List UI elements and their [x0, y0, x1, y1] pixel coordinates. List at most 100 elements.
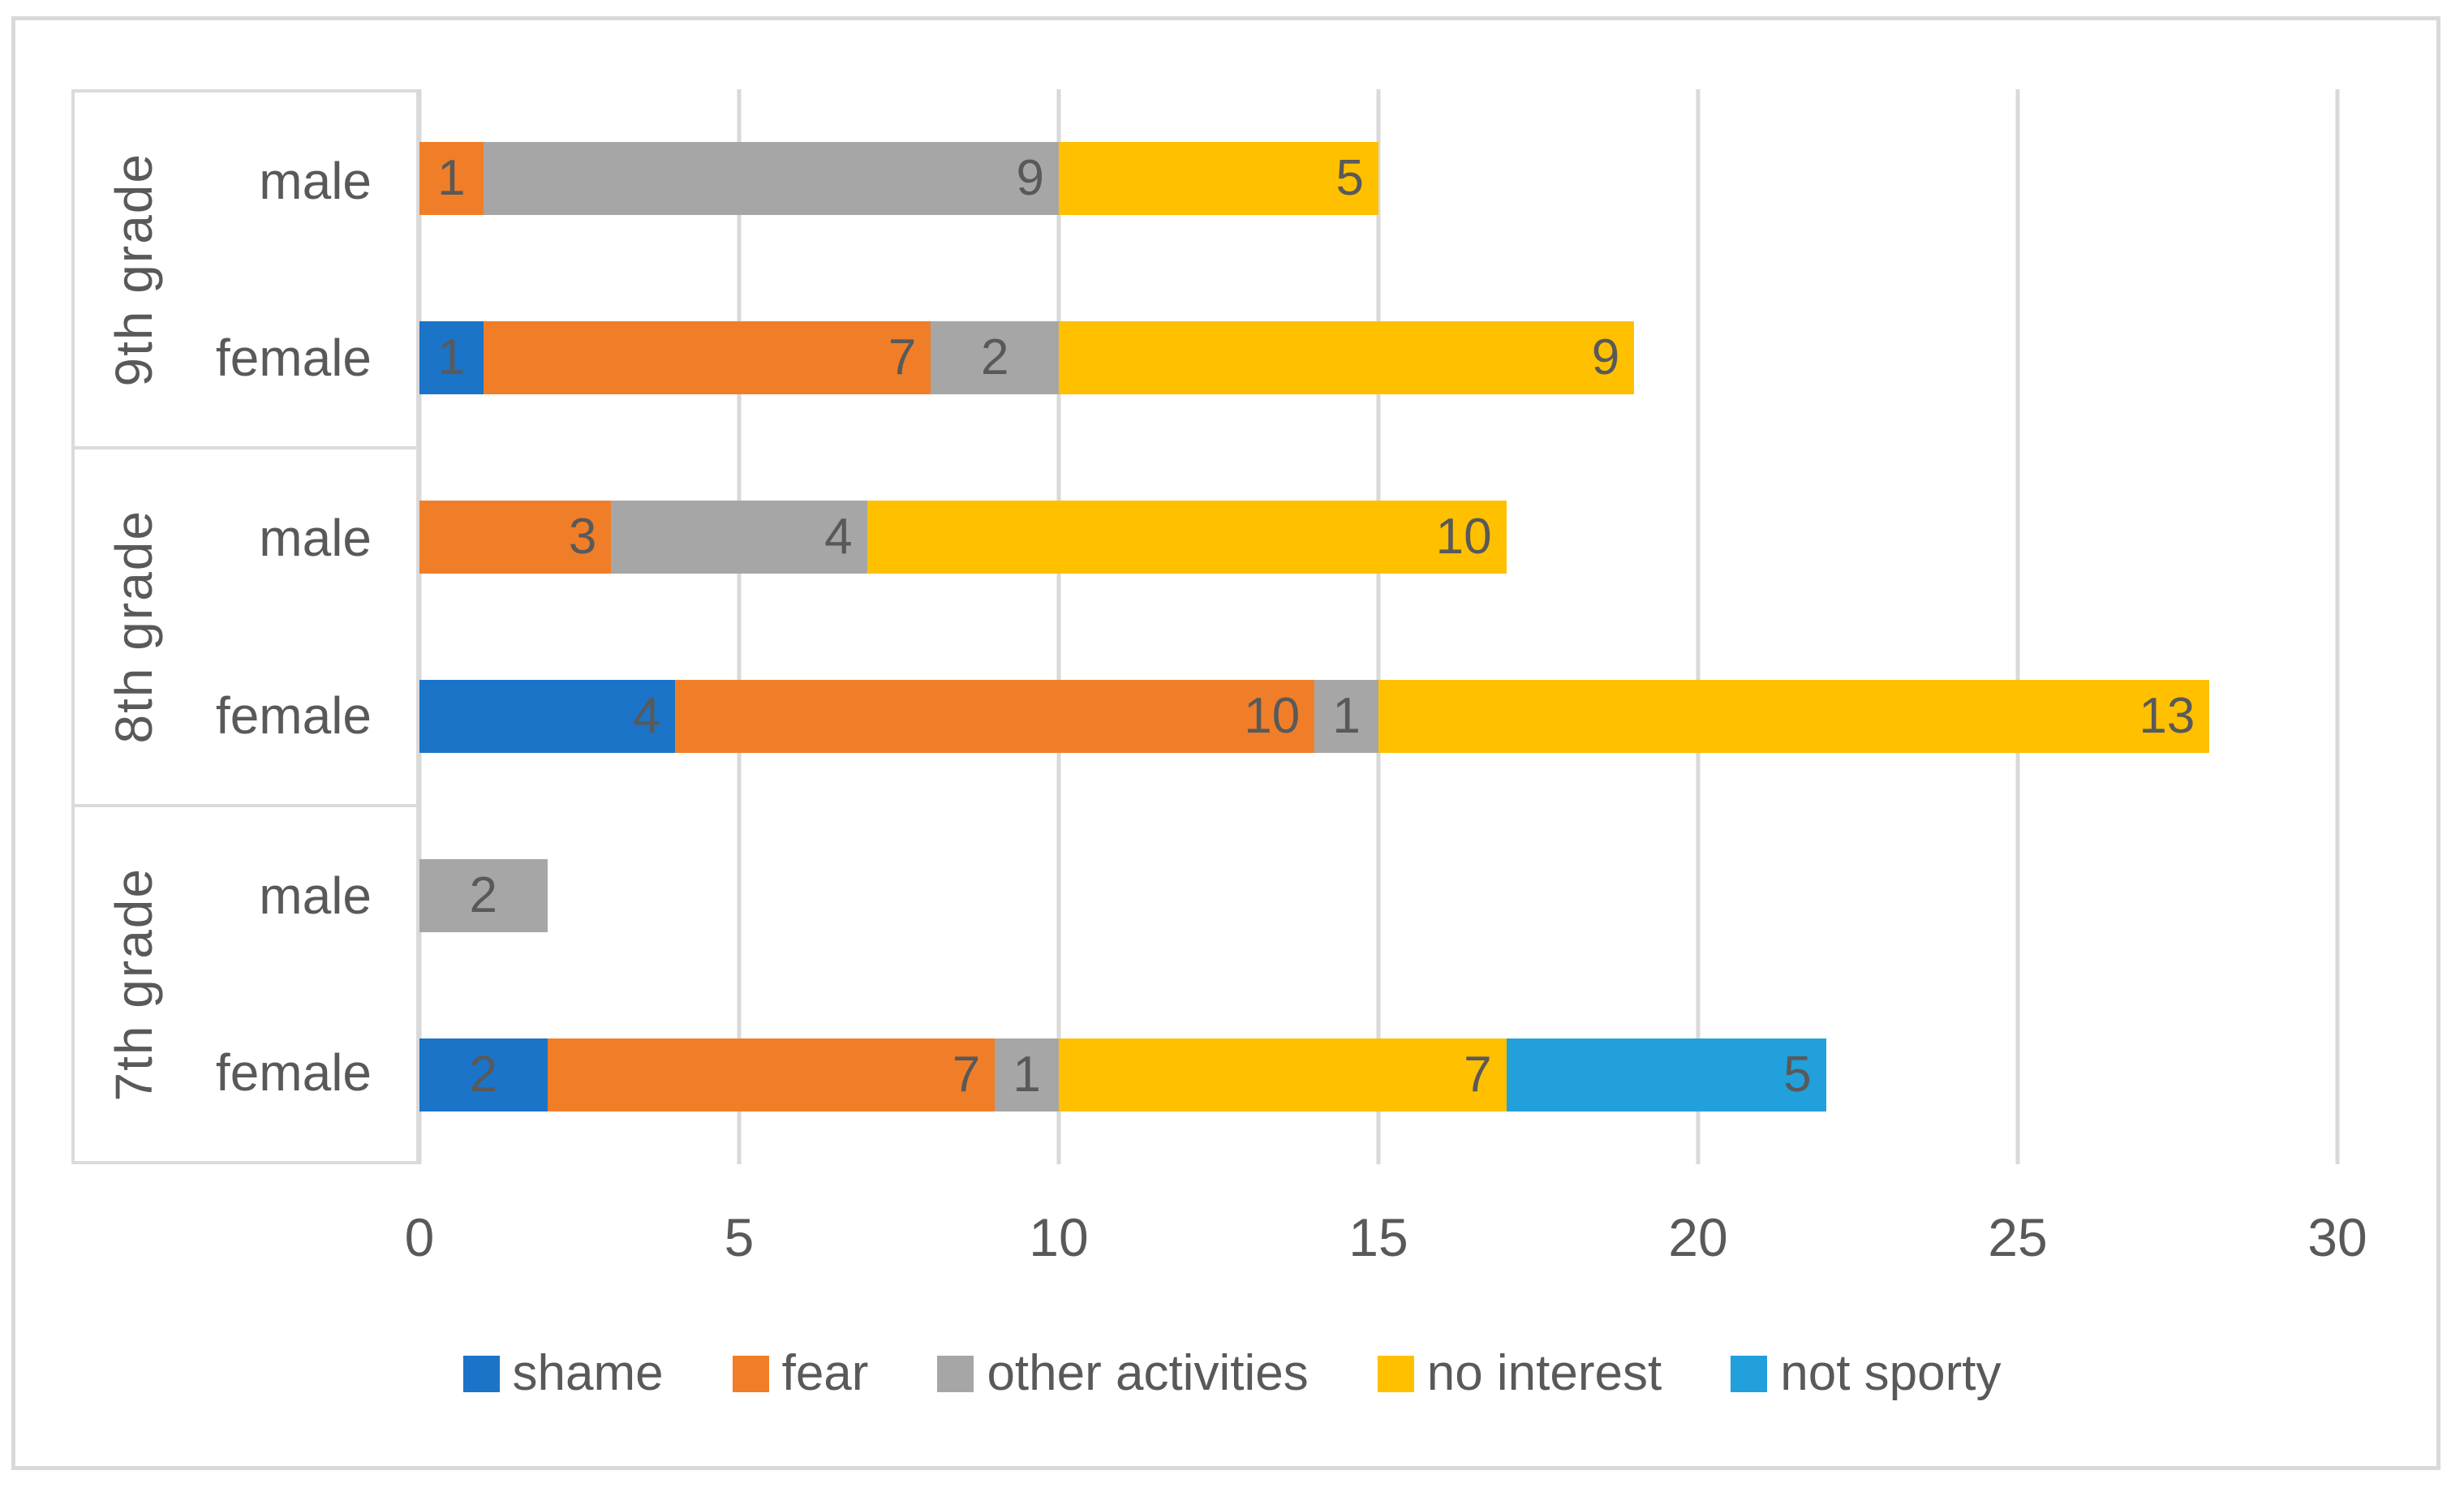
- grade-label: 7th grade: [104, 866, 163, 1102]
- grade-group: 9th grade male female: [75, 92, 416, 450]
- bar-segment-shame: 4: [419, 679, 676, 753]
- gridline: [2335, 89, 2340, 1164]
- stacked-bar: 3 4 10: [419, 501, 2337, 574]
- category-label-male: male: [259, 866, 372, 925]
- bar-row: 4 10 1 13: [419, 626, 2337, 806]
- bar-segment-no-interest: 5: [1058, 142, 1378, 216]
- grade-label: 9th grade: [104, 152, 163, 387]
- legend-item-other-activities: other activities: [937, 1345, 1309, 1401]
- x-tick-label: 25: [1988, 1207, 2048, 1267]
- x-axis: 0 5 10 15 20 25 30: [405, 1207, 2367, 1275]
- bar-segment-other-activities: 4: [611, 501, 867, 574]
- gridline: [1376, 89, 1381, 1164]
- bar-segment-fear: 3: [419, 501, 612, 574]
- stacked-bar: 1 9 5: [419, 142, 2337, 216]
- bar-segment-shame: 1: [419, 321, 484, 395]
- grade-label: 8th grade: [104, 510, 163, 744]
- legend-label: fear: [781, 1345, 869, 1401]
- x-tick-label: 0: [404, 1207, 435, 1267]
- data-label: 1: [1013, 1046, 1041, 1103]
- data-label: 7: [888, 329, 917, 386]
- gridline: [2015, 89, 2020, 1164]
- bar-row: 2: [419, 806, 2337, 985]
- category-label-female: female: [215, 329, 372, 388]
- grade-group: 8th grade male female: [75, 449, 416, 807]
- bar-segment-shame: 2: [419, 1038, 548, 1111]
- x-tick-label: 15: [1348, 1207, 1408, 1267]
- legend-swatch-no-interest: [1377, 1355, 1414, 1392]
- x-tick-label: 10: [1029, 1207, 1089, 1267]
- bar-segment-fear: 7: [547, 1038, 995, 1111]
- bar-segment-no-interest: 9: [1058, 321, 1635, 395]
- bar-segment-other-activities: 9: [483, 142, 1059, 216]
- legend-swatch-fear: [732, 1355, 769, 1392]
- legend-item-shame: shame: [462, 1345, 664, 1401]
- data-label: 5: [1335, 150, 1364, 207]
- data-label: 10: [1435, 509, 1492, 565]
- bar-segment-other-activities: 1: [995, 1038, 1059, 1111]
- category-axis-panel: 9th grade male female 8th grade male female 7t…: [71, 89, 419, 1164]
- bar-segment-other-activities: 2: [931, 321, 1059, 395]
- bar-segment-other-activities: 1: [1314, 679, 1378, 753]
- legend-label: other activities: [987, 1345, 1309, 1401]
- bar-row: 3 4 10: [419, 448, 2337, 627]
- gridline: [1056, 89, 1061, 1164]
- plot-area: 1 9 5 1 7 2 9 3 4 10 4 10 1 13 2 2 7 1 7 5: [417, 89, 2340, 1164]
- gender-rows: male female: [192, 807, 416, 1161]
- stacked-bar: 4 10 1 13: [419, 679, 2337, 753]
- category-label-male: male: [259, 509, 372, 568]
- category-label-female: female: [215, 1043, 372, 1102]
- data-label: 2: [469, 1046, 498, 1103]
- data-label: 13: [2139, 687, 2195, 744]
- grade-label-cell: 7th grade: [75, 807, 192, 1161]
- category-label-female: female: [215, 686, 372, 745]
- data-label: 2: [469, 866, 498, 923]
- bar-segment-no-interest: 7: [1058, 1038, 1507, 1111]
- data-label: 1: [437, 329, 466, 386]
- legend-swatch-not-sporty: [1731, 1355, 1768, 1392]
- grade-group: 7th grade male female: [75, 807, 416, 1161]
- legend-item-not-sporty: not sporty: [1731, 1348, 2001, 1399]
- bar-segment-not-sporty: 5: [1506, 1038, 1826, 1111]
- bar-segment-no-interest: 13: [1378, 679, 2210, 753]
- bar-segment-fear: 10: [675, 679, 1315, 753]
- bar-row: 1 9 5: [419, 89, 2337, 269]
- legend-item-fear: fear: [732, 1345, 869, 1401]
- data-label: 1: [437, 150, 466, 207]
- gridline: [1696, 89, 1701, 1164]
- legend-label: not sporty: [1780, 1345, 2002, 1401]
- gender-rows: male female: [192, 449, 416, 803]
- grade-label-cell: 9th grade: [75, 92, 192, 446]
- gridline: [737, 89, 742, 1164]
- bar-segment-fear: 7: [483, 321, 931, 395]
- data-label: 5: [1783, 1046, 1812, 1103]
- data-label: 1: [1332, 687, 1361, 744]
- grade-label-cell: 8th grade: [75, 449, 192, 803]
- y-axis-line: [417, 89, 422, 1164]
- stacked-bar: 2: [419, 858, 2337, 932]
- bar-segment-fear: 1: [419, 142, 484, 216]
- legend-item-no-interest: no interest: [1377, 1348, 1662, 1399]
- legend-swatch-shame: [462, 1355, 500, 1392]
- data-label: 9: [1591, 329, 1620, 386]
- x-tick-label: 5: [724, 1207, 755, 1267]
- data-label: 7: [1464, 1046, 1492, 1103]
- category-label-male: male: [259, 152, 372, 211]
- data-label: 10: [1244, 687, 1301, 744]
- legend: shame fear other activities no interest not …: [0, 1348, 2464, 1399]
- bar-segment-other-activities: 2: [419, 858, 548, 932]
- data-label: 2: [980, 329, 1009, 386]
- legend-swatch-other-activities: [937, 1355, 974, 1392]
- data-label: 4: [824, 509, 853, 565]
- bar-segment-no-interest: 10: [866, 501, 1507, 574]
- data-label: 9: [1016, 150, 1044, 207]
- bars-container: 1 9 5 1 7 2 9 3 4 10 4 10 1 13 2 2 7 1 7 5: [419, 89, 2337, 1164]
- x-tick-label: 20: [1668, 1207, 1728, 1267]
- x-tick-label: 30: [2307, 1207, 2367, 1267]
- legend-label: shame: [512, 1345, 664, 1401]
